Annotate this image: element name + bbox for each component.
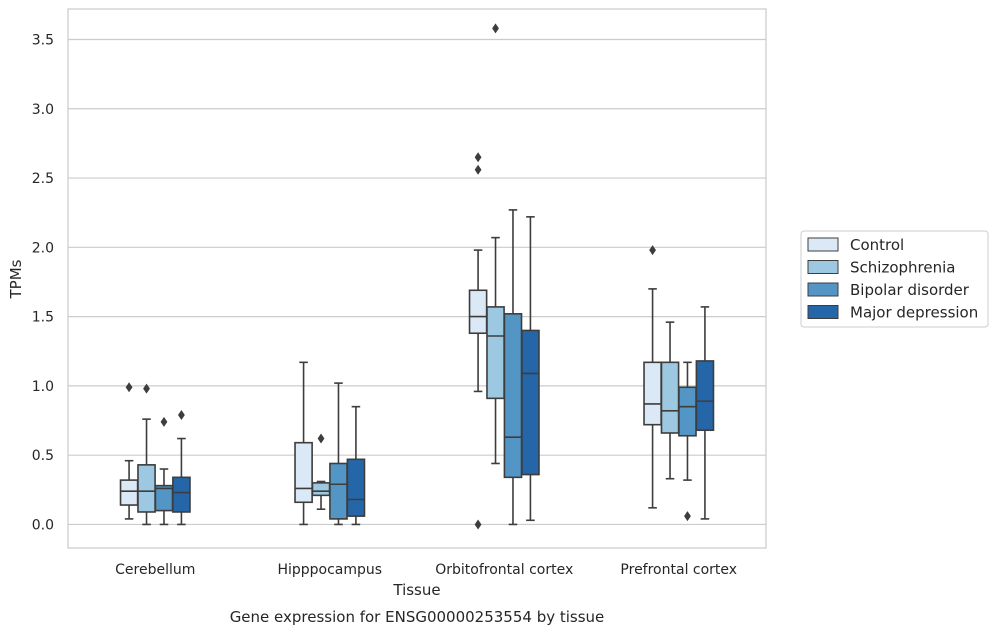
y-tick-label: 1.5 bbox=[32, 310, 54, 326]
box-group bbox=[172, 409, 191, 526]
gridlines bbox=[68, 38, 766, 526]
legend-label: Control bbox=[850, 236, 904, 254]
box-iqr bbox=[468, 289, 488, 335]
y-tick-labels: 0.0 0.5 1.0 1.5 2.0 2.5 3.0 3.5 bbox=[32, 32, 54, 533]
outlier-point bbox=[474, 164, 482, 175]
box-iqr bbox=[311, 482, 331, 497]
boxes-layer bbox=[119, 23, 715, 530]
x-tick-labels: Cerebellum Hipppocampus Orbitofrontal cort… bbox=[115, 562, 737, 578]
outlier-point bbox=[474, 152, 482, 163]
legend-swatch bbox=[807, 260, 839, 274]
x-tick-label: Orbitofrontal cortex bbox=[435, 562, 573, 578]
plot-frame bbox=[67, 8, 767, 549]
outlier-point bbox=[125, 382, 133, 393]
legend-label: Major depression bbox=[850, 304, 978, 322]
x-axis-label: Tissue bbox=[392, 581, 440, 599]
box-group bbox=[643, 245, 662, 509]
box-group bbox=[119, 382, 139, 520]
box-iqr bbox=[660, 361, 680, 434]
legend-label: Schizophrenia bbox=[850, 259, 955, 277]
y-tick-label: 3.5 bbox=[32, 32, 54, 48]
legend-swatch bbox=[807, 305, 839, 319]
box-iqr bbox=[678, 386, 697, 437]
outlier-point bbox=[684, 511, 691, 522]
legend-label: Bipolar disorder bbox=[850, 281, 970, 299]
legend-frame bbox=[800, 230, 989, 328]
box-group bbox=[346, 405, 366, 526]
box-iqr bbox=[329, 462, 348, 520]
chart-caption: Gene expression for ENSG00000253554 by t… bbox=[230, 608, 605, 626]
x-tick-label: Prefrontal cortex bbox=[620, 562, 737, 578]
box-group bbox=[695, 306, 715, 520]
outlier-point bbox=[474, 519, 482, 530]
box-iqr bbox=[119, 479, 139, 506]
y-tick-label: 0.0 bbox=[32, 517, 54, 533]
box-iqr bbox=[294, 441, 313, 504]
y-axis-label: TPMs bbox=[7, 259, 25, 299]
x-tick-label: Cerebellum bbox=[115, 562, 195, 578]
x-tick-label: Hipppocampus bbox=[277, 562, 382, 578]
plot-background bbox=[68, 9, 766, 548]
box-group bbox=[294, 361, 313, 526]
outlier-point bbox=[178, 409, 185, 420]
box-iqr bbox=[346, 458, 366, 517]
y-tick-label: 2.5 bbox=[32, 171, 54, 187]
box-iqr bbox=[154, 484, 174, 512]
y-tick-label: 3.0 bbox=[32, 102, 54, 118]
box-iqr bbox=[521, 329, 540, 476]
box-group bbox=[154, 416, 174, 526]
box-group bbox=[311, 433, 331, 511]
outlier-point bbox=[143, 383, 150, 394]
box-group bbox=[660, 321, 680, 480]
box-iqr bbox=[643, 361, 662, 426]
y-tick-label: 2.0 bbox=[32, 240, 54, 256]
outlier-point bbox=[649, 245, 656, 256]
outlier-point bbox=[317, 433, 325, 444]
legend-swatch bbox=[807, 282, 839, 297]
outlier-point bbox=[492, 23, 499, 34]
legend: Control Schizophrenia Bipolar disorder Majo… bbox=[800, 230, 989, 328]
box-group bbox=[521, 216, 540, 522]
box-group bbox=[468, 152, 488, 530]
box-iqr bbox=[172, 476, 191, 513]
box-iqr bbox=[503, 313, 523, 479]
box-iqr bbox=[137, 464, 156, 513]
box-group bbox=[503, 209, 523, 526]
outlier-point bbox=[160, 416, 168, 427]
y-tick-label: 1.0 bbox=[32, 379, 54, 395]
box-iqr bbox=[695, 360, 715, 432]
legend-swatch bbox=[807, 237, 839, 252]
box-iqr bbox=[486, 306, 505, 400]
y-tick-label: 0.5 bbox=[32, 448, 54, 464]
